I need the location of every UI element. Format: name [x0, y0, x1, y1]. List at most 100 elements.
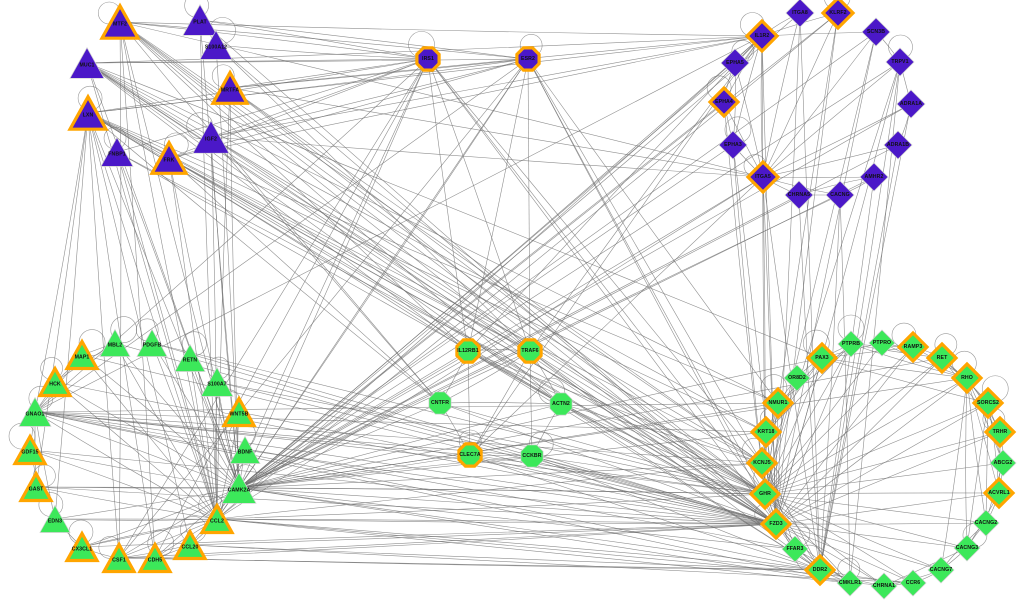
graph-node-amhr2[interactable]: AMHR2	[856, 159, 892, 195]
graph-node-gdf15[interactable]: GDF15	[11, 431, 49, 469]
self-loop-edge	[110, 316, 138, 343]
node-shape-triangle	[174, 343, 206, 372]
graph-node-il12rb1[interactable]: IL12RB1	[452, 335, 484, 367]
edge	[764, 431, 1001, 495]
edge	[210, 136, 777, 525]
graph-node-ccl20[interactable]: CCL20	[171, 526, 209, 564]
edge	[81, 523, 777, 548]
edge	[469, 454, 766, 495]
graph-node-wnt5b[interactable]: WNT5B	[220, 393, 258, 431]
graph-node-esr2[interactable]: ESR2	[512, 43, 544, 75]
edge	[81, 518, 218, 548]
edge	[775, 357, 943, 525]
graph-node-klrf2[interactable]: KLRF2	[819, 0, 857, 32]
edge	[199, 19, 429, 60]
graph-node-epha5[interactable]: EPHA5	[717, 45, 753, 81]
edge	[87, 112, 218, 520]
edge	[819, 144, 899, 571]
node-shape-triangle	[99, 2, 141, 40]
graph-node-clec7a[interactable]: CLEC7A	[454, 439, 486, 471]
graph-node-cntfr[interactable]: CNTFR	[424, 387, 456, 419]
graph-node-itga5[interactable]: ITGA5	[744, 158, 782, 196]
graph-node-itga8[interactable]: ITGA8	[782, 0, 818, 31]
graph-node-mbl2[interactable]: MBL2	[96, 324, 134, 362]
graph-node-trhr[interactable]: TRHR	[982, 414, 1018, 450]
graph-node-chrna5[interactable]: CHRNA5	[781, 177, 817, 213]
edge	[762, 31, 877, 178]
node-shape-diamond	[983, 415, 1017, 449]
graph-node-csf1[interactable]: CSF1	[100, 539, 138, 577]
edge	[531, 455, 766, 495]
edge	[238, 402, 441, 489]
edge	[35, 486, 218, 520]
edge	[86, 58, 529, 64]
graph-node-adra1b[interactable]: ADRA1B	[880, 127, 916, 163]
edge	[775, 31, 877, 525]
edge	[86, 62, 766, 495]
edge	[87, 112, 191, 546]
edge	[118, 21, 122, 559]
node-shape-diamond	[744, 18, 780, 54]
graph-node-irs1[interactable]: IRS1	[412, 43, 444, 75]
edge	[118, 58, 429, 559]
graph-node-adra1a[interactable]: ADRA1A	[893, 86, 929, 122]
node-shape-diamond	[953, 534, 981, 562]
graph-node-fnbp1[interactable]: FNBP1	[97, 132, 137, 172]
edge	[238, 176, 764, 489]
node-shape-diamond	[803, 553, 837, 587]
graph-node-frk[interactable]: FRK	[148, 137, 190, 179]
edge	[732, 144, 766, 495]
edge	[229, 87, 764, 178]
edge	[34, 112, 89, 413]
graph-node-cacng[interactable]: CACNG	[822, 177, 858, 213]
graph-node-cmklr1[interactable]: CMKLR1	[833, 566, 867, 600]
graph-node-epha4[interactable]: EPHA4	[706, 84, 742, 120]
graph-node-trpv1[interactable]: TRPV1	[882, 44, 918, 80]
graph-node-ccr6[interactable]: CCR6	[896, 566, 930, 600]
edge	[966, 402, 989, 549]
graph-node-mtf2[interactable]: MTF2	[98, 0, 142, 44]
edge	[427, 58, 777, 525]
edge	[529, 350, 766, 495]
edge	[199, 19, 777, 525]
edge	[238, 101, 725, 489]
node-shape-diamond	[896, 89, 926, 119]
edge	[168, 157, 441, 404]
graph-node-igf2[interactable]: IGF2	[189, 115, 233, 159]
edge	[238, 357, 823, 489]
graph-node-lxn[interactable]: LXN	[66, 91, 110, 135]
node-shape-diamond	[927, 556, 955, 584]
edge	[819, 61, 901, 571]
edge	[34, 411, 471, 456]
graph-node-traf6[interactable]: TRAF6	[514, 335, 546, 367]
node-shape-octagon	[415, 46, 441, 72]
edge	[216, 493, 766, 520]
node-shape-diamond	[896, 330, 930, 364]
graph-node-mrtfa[interactable]: MRTFA	[209, 67, 251, 109]
node-shape-triangle	[64, 338, 100, 371]
graph-node-s100a12[interactable]: S100A12	[196, 25, 236, 65]
edge	[732, 144, 777, 525]
graph-node-ptpro[interactable]: PTPRO	[865, 326, 899, 360]
node-shape-triangle	[136, 328, 168, 357]
node-shape-diamond	[971, 386, 1005, 420]
edge	[87, 58, 429, 114]
node-shape-diamond	[883, 130, 913, 160]
node-shape-triangle	[18, 470, 54, 503]
edge	[119, 21, 156, 559]
edge	[527, 58, 777, 525]
graph-node-cckbr[interactable]: CCKBR	[516, 440, 548, 472]
edge	[238, 431, 767, 489]
graph-node-bdnf[interactable]: BDNF	[226, 431, 264, 469]
graph-node-pdgfb[interactable]: PDGFB	[133, 324, 171, 362]
graph-node-cx3cl1[interactable]: CX3CL1	[63, 528, 101, 566]
node-shape-triangle	[100, 136, 134, 167]
edge	[467, 350, 766, 495]
graph-node-gnao1[interactable]: GNAO1	[15, 392, 55, 432]
graph-node-muc1[interactable]: MUC1	[66, 42, 108, 84]
graph-node-actn2[interactable]: ACTN2	[545, 388, 577, 420]
edge	[34, 411, 218, 520]
graph-node-cdh5[interactable]: CDH5	[136, 539, 174, 577]
